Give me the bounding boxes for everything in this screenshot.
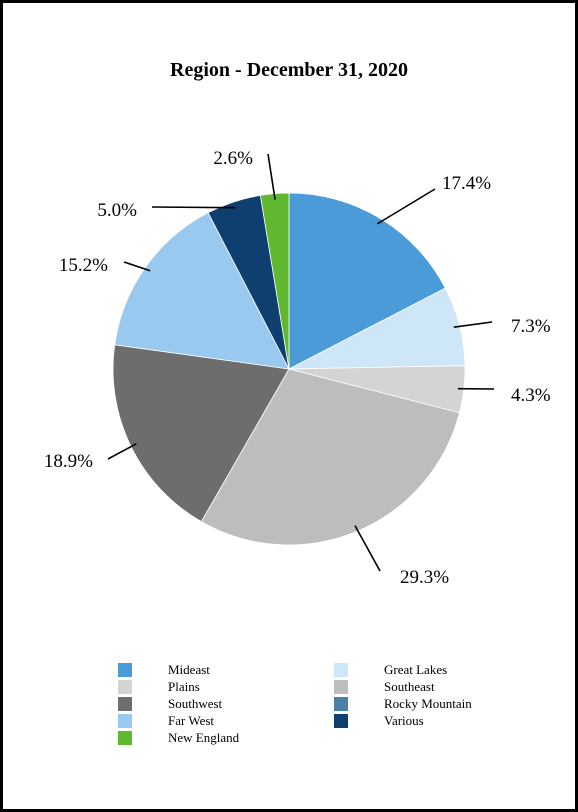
pie-slice-mideast	[288, 192, 446, 370]
legend-item: Southeast	[334, 679, 435, 695]
chart-title: Region - December 31, 2020	[170, 59, 408, 81]
legend-label: Various	[384, 713, 424, 728]
percent-label: 18.9%	[44, 451, 93, 472]
percent-label: 4.3%	[511, 385, 551, 406]
legend-item: Great Lakes	[334, 662, 447, 678]
legend-item: Far West	[118, 713, 214, 729]
legend-item: New England	[118, 730, 239, 746]
percent-label: 7.3%	[511, 316, 551, 337]
legend-label: Mideast	[168, 662, 210, 677]
leader-line	[123, 261, 151, 272]
leader-line	[107, 443, 137, 460]
pie-slices	[112, 192, 466, 546]
percent-label: 2.6%	[213, 148, 253, 169]
legend-swatch	[118, 714, 132, 728]
legend-label: Southeast	[384, 679, 435, 694]
legend-label: Southwest	[168, 696, 223, 711]
leader-line	[354, 525, 381, 572]
legend-swatch	[334, 680, 348, 694]
legend-item: Rocky Mountain	[334, 696, 472, 712]
legend-label: Great Lakes	[384, 662, 448, 677]
legend-swatch	[118, 697, 132, 711]
legend-label: New England	[168, 730, 240, 745]
legend-swatch	[334, 697, 348, 711]
percent-label: 17.4%	[442, 173, 491, 194]
legend-swatch	[118, 680, 132, 694]
pie-slice-far-west	[114, 212, 290, 370]
legend-item: Mideast	[118, 662, 210, 678]
legend-swatch	[334, 714, 348, 728]
leader-line	[453, 321, 493, 328]
legend-label: Rocky Mountain	[384, 696, 472, 711]
legend-label: Plains	[168, 679, 200, 694]
percent-labels: 17.4% 7.3% 4.3% 29.3% 18.9% 15.2% 5.0% 2.6%	[44, 148, 551, 588]
legend-swatch	[118, 731, 132, 745]
leader-lines	[107, 153, 495, 572]
legend-label: Far West	[168, 713, 215, 728]
leader-line	[267, 153, 276, 200]
legend-item: Plains	[118, 679, 200, 695]
legend-swatch	[334, 663, 348, 677]
legend-item: Various	[334, 713, 424, 729]
legend-item: Southwest	[118, 696, 222, 712]
percent-label: 29.3%	[400, 567, 449, 588]
legend-swatch	[118, 663, 132, 677]
percent-label: 5.0%	[97, 200, 137, 221]
leader-line	[376, 188, 436, 225]
leader-line	[151, 206, 236, 209]
percent-label: 15.2%	[59, 255, 108, 276]
